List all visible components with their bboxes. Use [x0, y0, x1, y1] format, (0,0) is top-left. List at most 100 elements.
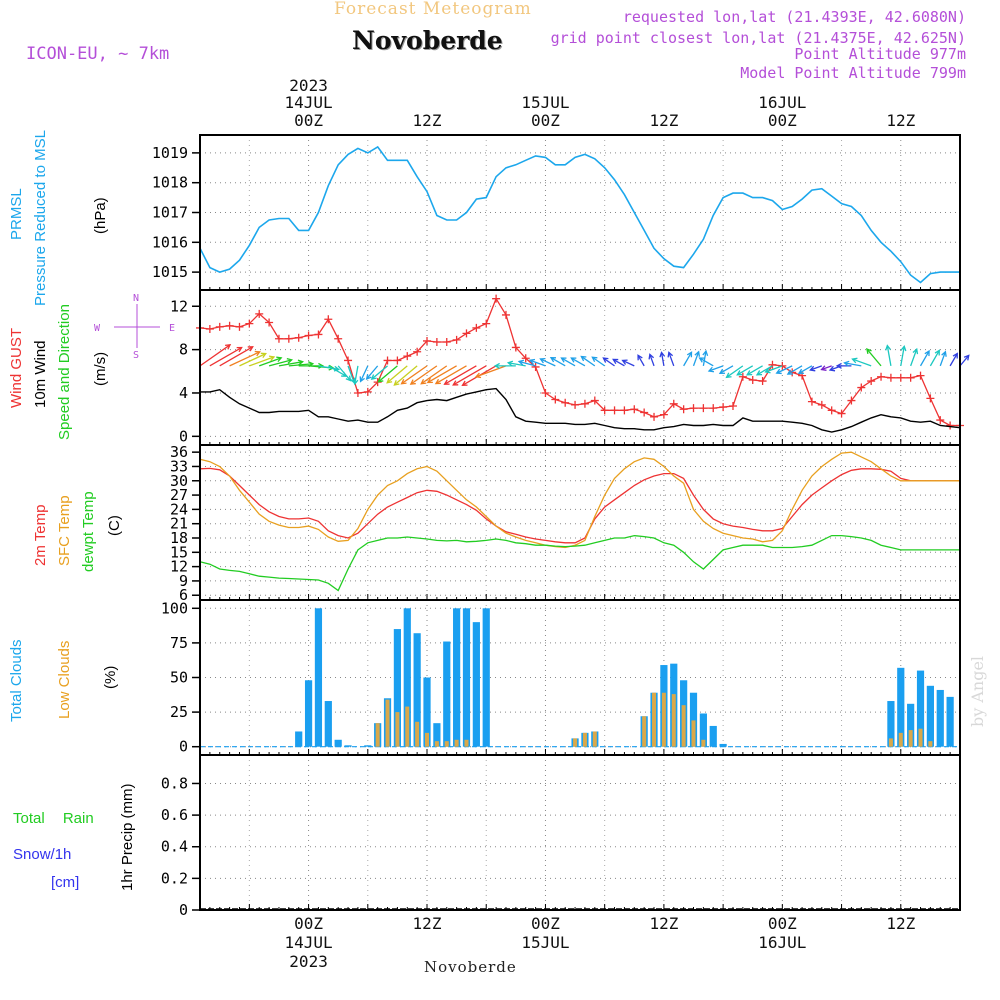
total-cloud-bar — [946, 696, 954, 747]
wind-arrow-head — [452, 380, 459, 386]
wind-arrow-head — [570, 357, 577, 363]
wind-arrow-head — [560, 357, 567, 363]
wind-arrow — [410, 365, 438, 385]
wind-arrow-head — [775, 368, 782, 375]
label-snow: Snow/1h — [13, 846, 72, 863]
wind-arrow-head — [591, 356, 598, 363]
ytick-label: 21 — [170, 515, 188, 533]
wind-arrow — [736, 365, 754, 376]
gust-marker — [255, 309, 264, 318]
total-cloud-bar — [324, 701, 332, 747]
total-cloud-bar — [403, 608, 411, 747]
ytick-label: 12 — [170, 558, 188, 576]
gust-marker — [403, 352, 412, 361]
low-cloud-bar — [652, 692, 657, 747]
total-cloud-bar — [433, 723, 441, 747]
wind-arrow — [692, 351, 700, 367]
gust-marker — [946, 421, 955, 430]
gust-marker — [205, 325, 214, 334]
total-cloud-bar — [709, 725, 717, 747]
compass-w: W — [94, 323, 101, 334]
bottom-axis-label: 00Z — [531, 914, 560, 933]
ytick-label: 15 — [170, 543, 188, 561]
wind-arrow-head — [365, 373, 372, 381]
gust-marker — [630, 405, 639, 414]
top-axis-label: 16JUL — [758, 93, 806, 112]
ytick-label: 50 — [170, 669, 188, 687]
gust-marker — [551, 395, 560, 404]
wind-arrow — [550, 357, 566, 367]
low-cloud-bar — [434, 741, 439, 747]
gust-marker — [314, 330, 323, 339]
gust-marker — [561, 398, 570, 407]
total-cloud-bar — [689, 692, 698, 747]
gust-marker — [482, 319, 491, 328]
gust-marker — [245, 319, 254, 328]
wind-arrow — [435, 365, 467, 385]
low-cloud-bar — [405, 706, 410, 747]
ytick-label: 1018 — [152, 174, 188, 192]
gust-marker — [926, 394, 935, 403]
low-cloud-bar — [573, 738, 578, 747]
gust-marker — [669, 399, 678, 408]
wind-arrow-head — [443, 379, 450, 385]
gust-marker — [590, 396, 599, 405]
wind-arrow — [939, 351, 947, 367]
ytick-label: 33 — [170, 457, 188, 475]
ytick-label: 18 — [170, 529, 188, 547]
low-cloud-bar — [444, 741, 449, 747]
ytick-label: 0 — [179, 427, 188, 445]
wind-arrow — [726, 365, 744, 378]
wind-arrow-head — [434, 378, 441, 385]
top-axis-label: 00Z — [294, 111, 323, 130]
gust-marker — [284, 334, 293, 343]
gust-marker — [936, 416, 945, 425]
low-cloud-bar — [661, 692, 666, 747]
top-axis-label: 2023 — [289, 76, 328, 95]
ytick-label: 4 — [179, 384, 188, 402]
ytick-label: 36 — [170, 443, 188, 461]
gust-marker — [383, 356, 392, 365]
gust-marker — [304, 331, 313, 340]
gust-marker — [886, 373, 895, 382]
gust-marker — [501, 310, 510, 319]
total-cloud-bar — [926, 685, 934, 747]
top-axis-label: 12Z — [413, 111, 442, 130]
wind-arrow — [249, 356, 275, 367]
wind-arrow — [719, 365, 734, 374]
gust-marker — [817, 400, 826, 409]
wind-arrow-head — [359, 376, 365, 383]
wind-arrow-head — [580, 355, 587, 362]
wind-arrow — [229, 351, 260, 367]
wind-arrow — [580, 355, 596, 367]
low-cloud-bar — [671, 694, 676, 747]
footer-location: Novoberde — [424, 958, 517, 976]
gust-marker — [738, 372, 747, 381]
gust-marker — [650, 412, 659, 421]
wind-arrow — [866, 348, 882, 367]
gust-marker — [225, 321, 234, 330]
wind-arrow-head — [493, 362, 500, 369]
wind-arrow-head — [539, 357, 546, 364]
gust-marker — [748, 375, 757, 384]
wind-arrow-head — [426, 377, 433, 384]
wind-arrow — [603, 357, 615, 367]
ytick-label: 0.4 — [161, 838, 188, 856]
wind-arrow — [540, 358, 556, 367]
model-label: ICON-EU, ~ 7km — [26, 44, 170, 64]
wind-arrow-head — [866, 347, 872, 355]
wind-arrow-head — [254, 350, 261, 357]
total-cloud-bar — [699, 713, 707, 747]
compass-n: N — [133, 293, 139, 304]
wind-arrow — [199, 344, 231, 367]
gust-marker — [432, 338, 441, 347]
total-cloud-bar — [304, 680, 313, 747]
wind-arrow-head — [820, 365, 827, 371]
bottom-axis-label: 15JUL — [521, 933, 569, 952]
gust-marker — [413, 347, 422, 356]
gust-marker — [423, 336, 432, 345]
wind-arrow-head — [528, 358, 536, 365]
gust-marker — [807, 397, 816, 406]
total-cloud-bar — [472, 622, 480, 747]
wind-arrow — [209, 346, 242, 367]
